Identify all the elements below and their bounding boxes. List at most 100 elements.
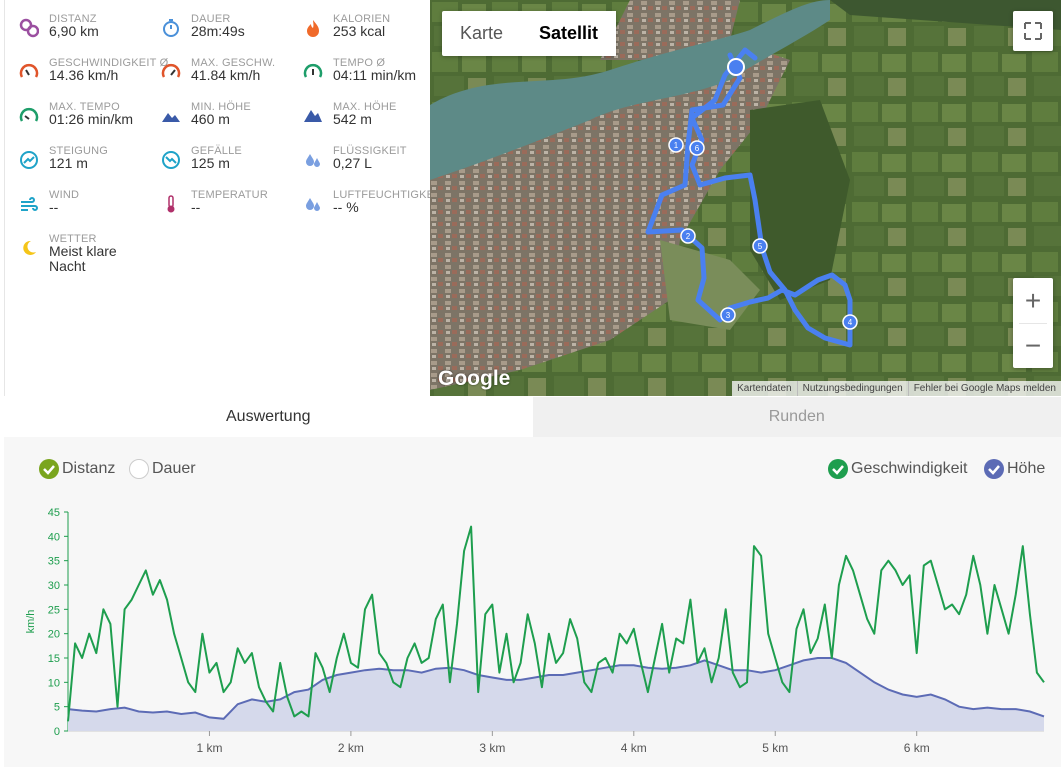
terms-link[interactable]: Nutzungsbedingungen [796, 381, 908, 396]
stat-label: TEMPO Ø [333, 57, 386, 69]
report-error-link[interactable]: Fehler bei Google Maps melden [907, 381, 1061, 396]
zoom-in-button[interactable]: + [1024, 285, 1042, 316]
stat-label: STEIGUNG [49, 145, 109, 157]
stat-speedometer-max: MAX. GESCHW. 41.84 km/h [147, 44, 287, 84]
speed-elevation-chart[interactable]: 0 5 10 15 20 25 30 35 40 45 km/h 1 km 2 km 3 km 4 km 5 … [4, 437, 1061, 767]
x-tick-label: 1 km [196, 741, 222, 755]
stat-value: 14.36 km/h [49, 67, 119, 83]
satellite-image[interactable]: 1 2 3 4 5 6 [430, 0, 1061, 396]
y-tick-label: 25 [48, 604, 60, 616]
unchecked-circle-icon [129, 459, 149, 479]
map-view[interactable]: 1 2 3 4 5 6 Karte Satellit + − Google Ka… [430, 0, 1061, 396]
y-axis-label: km/h [25, 610, 37, 634]
stat-label: FLÜSSIGKEIT [333, 145, 407, 157]
legend-hoehe-label: Höhe [1007, 460, 1046, 477]
stat-label: MAX. GESCHW. [191, 57, 276, 69]
checkmark-icon [828, 459, 848, 479]
stat-mountain-high: MAX. HÖHE 542 m [289, 88, 429, 128]
stat-label: GEFÄLLE [191, 145, 242, 157]
y-tick-label: 40 [48, 531, 60, 543]
legend-distanz-label: Distanz [62, 460, 116, 477]
tab-auswertung[interactable]: Auswertung [4, 397, 533, 437]
stat-label: KALORIEN [333, 13, 391, 25]
google-logo: Google [438, 367, 511, 390]
stat-value: 121 m [49, 155, 88, 171]
legend-hoehe-toggle[interactable]: Höhe [984, 459, 1045, 479]
descent-icon [162, 151, 180, 169]
legend-dauer-label: Dauer [152, 460, 196, 477]
tempo-max-gauge-icon [19, 107, 39, 122]
stat-value: 01:26 min/km [49, 111, 134, 127]
y-tick-label: 0 [54, 726, 60, 738]
legend-geschwindigkeit-label: Geschwindigkeit [851, 460, 968, 477]
speedometer-icon [19, 63, 39, 78]
map-type-toggle: Karte Satellit [442, 11, 617, 56]
stat-value: 6,90 km [49, 23, 99, 39]
stat-speedometer: GESCHWINDIGKEIT Ø 14.36 km/h [5, 44, 168, 84]
legend-dauer-toggle[interactable]: Dauer [129, 459, 196, 479]
y-tick-label: 30 [48, 580, 60, 592]
mountain-high-icon [304, 110, 322, 122]
tab-runden[interactable]: Runden [532, 397, 1061, 437]
checkmark-icon [984, 459, 1004, 479]
thermometer-icon [167, 195, 175, 213]
legend-distanz-toggle[interactable]: Distanz [39, 459, 115, 479]
series-area-höhe [68, 658, 1044, 731]
stat-label: WETTER [49, 233, 97, 245]
x-tick-label: 2 km [338, 741, 364, 755]
stat-label: TEMPERATUR [191, 189, 268, 201]
stat-tempo-max-gauge: MAX. TEMPO 01:26 min/km [5, 88, 145, 128]
stat-label: MAX. HÖHE [333, 101, 397, 113]
humidity-icon [306, 198, 320, 211]
y-tick-label: 10 [48, 677, 60, 689]
stat-drops: FLÜSSIGKEIT 0,27 L [289, 132, 429, 172]
chart-panel: Distanz Dauer Geschwindigkeit Höhe 0 5 10 1… [4, 437, 1061, 767]
x-tick-label: 3 km [479, 741, 505, 755]
map-type-karte-button[interactable]: Karte [460, 23, 504, 43]
stat-moon: WETTER Meist klare Nacht [5, 220, 145, 274]
y-tick-label: 20 [48, 629, 60, 641]
stat-value: -- % [333, 199, 359, 215]
map-type-satellit-button[interactable]: Satellit [521, 11, 617, 56]
stat-label: GESCHWINDIGKEIT Ø [49, 57, 169, 69]
ascent-icon [20, 151, 38, 169]
checkmark-icon [39, 459, 59, 479]
x-tick-label: 6 km [904, 741, 930, 755]
stat-label: WIND [49, 189, 80, 201]
legend-geschwindigkeit-toggle[interactable]: Geschwindigkeit [828, 459, 968, 479]
stat-value: -- [191, 199, 201, 215]
zoom-divider [1019, 323, 1047, 324]
stat-label: MAX. TEMPO [49, 101, 120, 113]
fullscreen-icon [1024, 22, 1042, 40]
analysis-tabs: Auswertung Runden [4, 397, 1061, 437]
stat-value: 460 m [191, 111, 230, 127]
stat-label: DAUER [191, 13, 231, 25]
route-markers [668, 58, 858, 330]
map-data-link[interactable]: Kartendaten [737, 383, 792, 394]
wind-icon [21, 197, 38, 211]
stat-value: 125 m [191, 155, 230, 171]
fullscreen-button[interactable] [1013, 11, 1053, 51]
stat-value: Meist klare Nacht [49, 243, 117, 274]
zoom-control: + − [1013, 278, 1053, 368]
stat-distance-pin: DISTANZ 6,90 km [5, 0, 145, 40]
series-line-höhe [67, 657, 1045, 720]
stat-stopwatch: DAUER 28m:49s [147, 0, 287, 40]
stat-flame: KALORIEN 253 kcal [289, 0, 429, 40]
stat-value: 542 m [333, 111, 372, 127]
stat-thermometer: TEMPERATUR -- [147, 176, 287, 216]
tempo-gauge-icon [303, 63, 323, 78]
y-tick-label: 5 [54, 702, 60, 714]
stat-value: 0,27 L [333, 155, 372, 171]
drops-icon [306, 154, 320, 167]
speedometer-max-icon [161, 63, 181, 78]
route-marker-4: 4 [848, 318, 853, 327]
y-tick-label: 15 [48, 653, 60, 665]
moon-icon [23, 240, 36, 255]
y-tick-label: 35 [48, 556, 60, 568]
stats-panel: DISTANZ 6,90 km DAUER 28m:49s KALORIEN 253 kc… [4, 0, 444, 396]
zoom-out-button[interactable]: − [1024, 330, 1042, 361]
stat-ascent: STEIGUNG 121 m [5, 132, 145, 172]
stat-value: -- [49, 199, 59, 215]
stat-label: LUFTFEUCHTIGKEIT [333, 189, 445, 201]
